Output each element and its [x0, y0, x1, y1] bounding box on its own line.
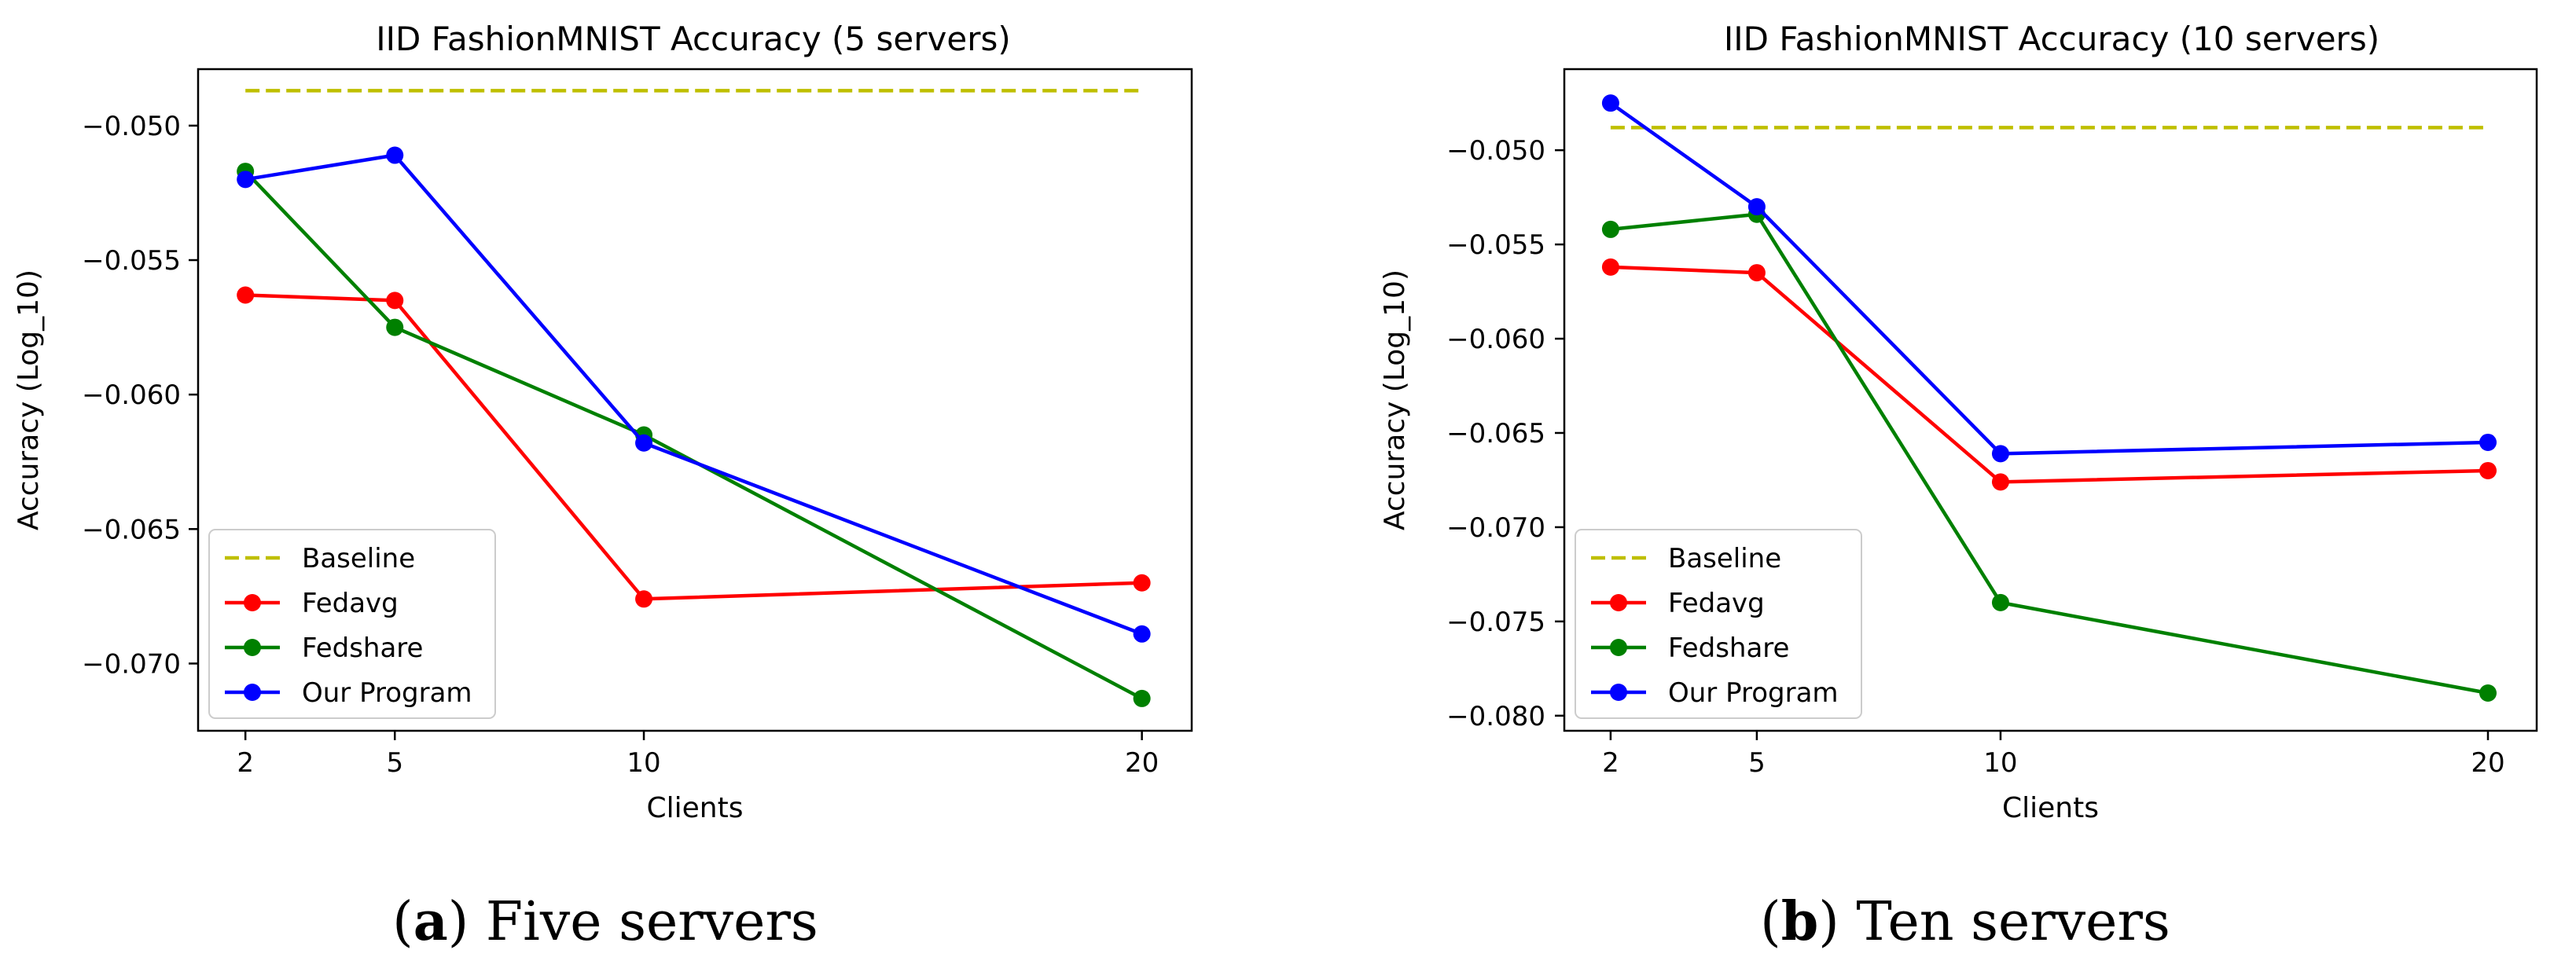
data-point-our-program [1133, 625, 1151, 643]
y-tick-label: −0.055 [1446, 229, 1545, 261]
data-point-our-program [2479, 433, 2497, 451]
chart-panel-1: IID FashionMNIST Accuracy (5 servers) −0.… [13, 20, 1193, 953]
x-tick-label: 5 [386, 747, 403, 779]
y-tick-label: −0.050 [82, 111, 181, 142]
legend-label-fedshare: Fedshare [302, 633, 423, 664]
x-tick-label: 5 [1748, 747, 1766, 779]
legend-box [208, 529, 496, 719]
legend-marker-our-program [1610, 684, 1627, 701]
plot-area-frame [1563, 68, 2538, 732]
y-axis-label: Accuracy (Log_10) [1379, 270, 1411, 530]
legend-marker-fedshare [1610, 639, 1627, 656]
data-point-fedavg [1133, 574, 1151, 592]
legend-marker-fedavg [1610, 594, 1627, 611]
legend-marker-fedavg [244, 594, 261, 611]
chart-title: IID FashionMNIST Accuracy (10 servers) [1724, 20, 2379, 58]
x-axis-label: Clients [647, 792, 744, 824]
legend-label-baseline: Baseline [1668, 543, 1781, 574]
caption-label: b [1781, 890, 1819, 953]
caption-paren-open: ( [392, 891, 413, 953]
data-point-our-program [1991, 445, 2009, 463]
caption-paren-close: ) [448, 891, 486, 953]
data-point-fedshare [386, 318, 404, 336]
series-line-our-program [244, 153, 1143, 636]
caption-paren-close: ) [1818, 891, 1856, 953]
x-tick-label: 20 [2471, 747, 2504, 779]
data-point-our-program [635, 434, 653, 452]
x-tick-label: 20 [1125, 747, 1159, 779]
data-point-our-program [1747, 198, 1766, 216]
legend: Baseline Fedavg Fedshare Our Program [1575, 529, 1862, 719]
caption-text: Ten servers [1856, 891, 2170, 953]
y-tick-label: −0.065 [1446, 418, 1545, 449]
subfigure-caption: (b) Ten servers [1760, 890, 2170, 953]
legend-label-our-program: Our Program [302, 677, 472, 709]
x-tick-label: 2 [1602, 747, 1619, 779]
data-point-fedavg [1601, 258, 1619, 276]
data-point-our-program [237, 171, 255, 189]
data-point-fedavg [2479, 461, 2497, 479]
legend-label-baseline: Baseline [302, 543, 415, 574]
subfigure-caption: (a) Five servers [392, 890, 818, 953]
caption-paren-open: ( [1760, 891, 1781, 953]
caption-label: a [413, 890, 448, 953]
legend-box [1575, 529, 1862, 719]
legend-marker-our-program [244, 684, 261, 701]
series-line-fedavg [1610, 265, 2489, 484]
series-line-fedavg [245, 293, 1142, 601]
y-tick-label: −0.060 [82, 380, 181, 411]
series-line-fedshare [244, 170, 1143, 700]
data-point-our-program [386, 146, 404, 164]
legend-label-fedavg: Fedavg [1668, 588, 1765, 619]
y-tick-label: −0.060 [1446, 324, 1545, 355]
legend-label-fedshare: Fedshare [1668, 633, 1789, 664]
x-tick-label: 10 [1983, 747, 2017, 779]
data-point-fedavg [237, 286, 255, 304]
y-tick-label: −0.070 [1446, 512, 1545, 544]
data-point-fedavg [635, 590, 653, 608]
legend-label-our-program: Our Program [1668, 677, 1839, 709]
plot-area-frame [197, 68, 1193, 732]
x-tick-label: 2 [237, 747, 254, 779]
data-point-fedavg [1747, 264, 1766, 282]
caption-text: Five servers [486, 891, 818, 953]
y-axis-label: Accuracy (Log_10) [13, 270, 45, 530]
data-point-fedshare [2479, 684, 2497, 702]
y-tick-label: −0.050 [1446, 135, 1545, 167]
y-tick-label: −0.080 [1446, 701, 1545, 732]
legend: Baseline Fedavg Fedshare Our Program [208, 529, 496, 719]
data-point-fedshare [1133, 689, 1151, 707]
y-tick-label: −0.075 [1446, 607, 1545, 638]
x-tick-label: 10 [627, 747, 660, 779]
y-tick-label: −0.070 [82, 648, 181, 680]
chart-panel-2: IID FashionMNIST Accuracy (10 servers) −0… [1379, 20, 2538, 953]
data-point-fedshare [1601, 220, 1619, 238]
series-line-fedshare [1610, 212, 2489, 695]
x-axis-label: Clients [2002, 792, 2099, 824]
legend-label-fedavg: Fedavg [302, 588, 399, 619]
legend-marker-fedshare [244, 639, 261, 656]
y-tick-label: −0.065 [82, 514, 181, 545]
chart-title: IID FashionMNIST Accuracy (5 servers) [376, 20, 1010, 58]
data-point-our-program [1601, 94, 1619, 112]
data-point-fedavg [1991, 473, 2009, 491]
series-line-our-program [1609, 101, 2489, 456]
data-point-fedshare [1991, 593, 2009, 611]
y-tick-label: −0.055 [82, 245, 181, 277]
data-point-fedavg [386, 292, 404, 310]
